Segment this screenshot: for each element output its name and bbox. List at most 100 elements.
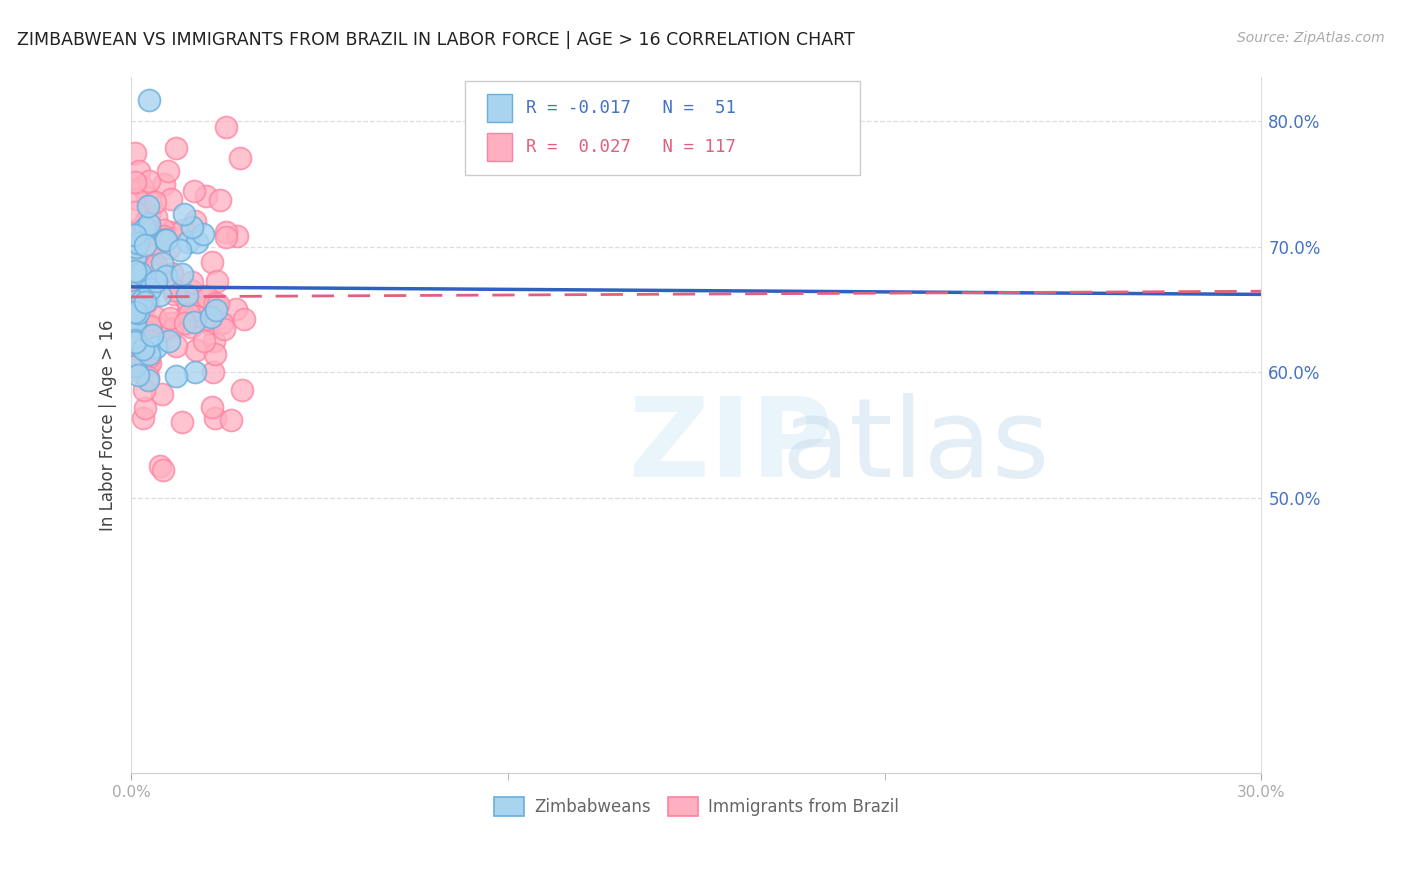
Point [198,316,221,330]
Point [138,347,160,361]
Point [170,416,193,430]
Point [201,400,224,414]
Point [132,342,155,356]
Point [211,316,233,330]
Point [138,334,160,349]
Point [173,207,195,221]
Point [139,243,162,257]
Point [172,289,194,303]
Point [132,383,155,397]
Point [128,332,150,346]
Point [134,295,156,310]
Point [181,219,204,234]
Point [159,225,181,239]
Point [139,282,162,296]
Point [124,146,146,161]
Point [124,175,146,189]
Point [138,350,160,364]
Point [180,320,202,334]
Point [124,289,146,303]
Point [149,458,172,473]
Point [127,318,149,332]
Point [193,289,215,303]
Point [193,227,215,241]
Point [152,223,174,237]
Text: Source: ZipAtlas.com: Source: ZipAtlas.com [1237,31,1385,45]
Point [200,310,222,324]
Point [145,274,167,288]
Point [169,243,191,257]
Point [152,463,174,477]
Point [172,222,194,236]
Point [127,318,149,333]
Point [157,273,180,287]
Point [204,411,226,425]
Point [132,410,155,425]
Point [125,285,148,299]
Point [165,339,187,353]
Point [225,301,247,316]
Point [173,316,195,330]
Point [143,195,166,210]
Point [215,230,238,244]
Point [232,311,254,326]
Point [150,387,173,401]
Point [124,305,146,319]
FancyBboxPatch shape [464,81,860,175]
Point [159,310,181,325]
Point [183,184,205,198]
Point [186,310,208,324]
Point [131,293,153,307]
Bar [488,133,512,161]
Point [186,235,208,249]
Point [153,177,176,191]
Point [131,277,153,291]
Point [212,322,235,336]
Point [150,255,173,269]
Point [181,299,204,313]
Point [149,267,172,281]
Point [124,231,146,245]
Point [125,240,148,254]
Point [136,359,159,373]
Point [155,233,177,247]
Point [202,334,225,349]
Point [124,294,146,309]
Point [195,290,218,304]
Point [145,211,167,225]
Point [145,258,167,272]
Point [201,255,224,269]
Point [143,320,166,334]
Point [156,164,179,178]
Point [129,320,152,334]
Point [125,285,148,300]
Point [157,334,180,348]
Point [124,286,146,301]
Point [180,283,202,297]
Point [176,306,198,320]
Point [125,256,148,270]
Point [125,193,148,207]
Point [139,226,162,240]
Point [138,174,160,188]
Point [135,294,157,309]
Point [124,334,146,349]
Point [225,228,247,243]
Point [138,217,160,231]
Point [135,189,157,203]
Point [124,239,146,253]
Point [128,164,150,178]
Point [207,274,229,288]
Point [183,214,205,228]
Point [124,313,146,327]
Point [124,263,146,277]
Point [127,235,149,250]
Text: R = -0.017   N =  51: R = -0.017 N = 51 [526,99,735,117]
Point [160,266,183,280]
Point [124,268,146,282]
Point [145,260,167,275]
Text: atlas: atlas [782,392,1049,500]
Y-axis label: In Labor Force | Age > 16: In Labor Force | Age > 16 [100,319,117,531]
Point [157,241,180,255]
Point [186,343,208,358]
